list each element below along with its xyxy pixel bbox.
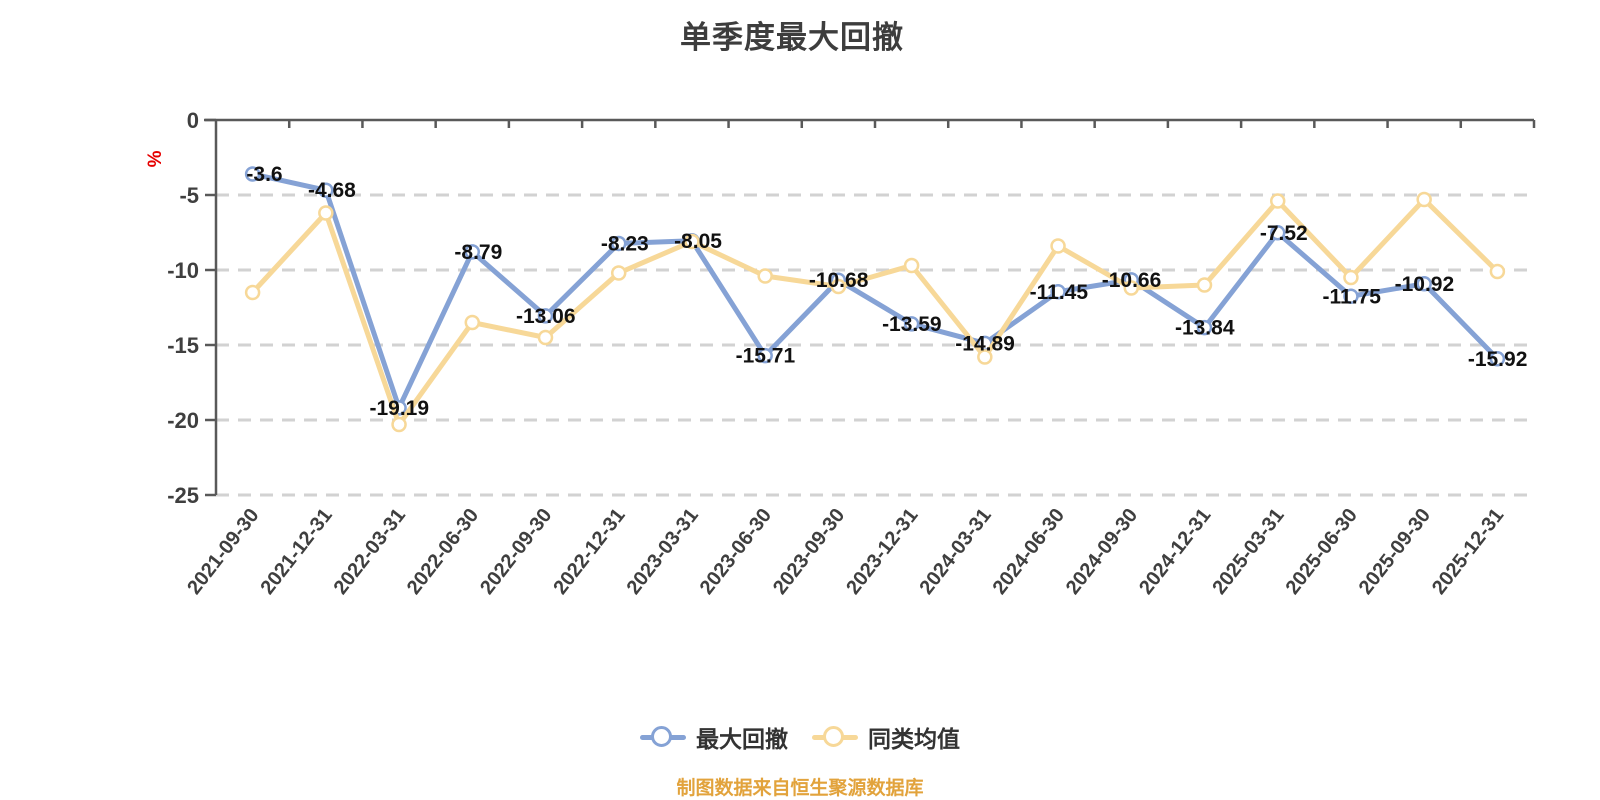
x-tick-label: 2024-06-30: [989, 505, 1069, 599]
legend: 最大回撤 同类均值: [0, 720, 1600, 754]
y-tick-label: -15: [167, 333, 199, 358]
data-point-label: -3.6: [246, 163, 282, 186]
x-tick-label: 2025-09-30: [1355, 505, 1435, 599]
data-point-label: -13.06: [516, 305, 576, 328]
data-point-label: -14.89: [955, 332, 1015, 355]
line-marker-icon: [812, 725, 858, 749]
data-point[interactable]: [537, 308, 554, 324]
data-point[interactable]: [464, 314, 481, 331]
x-tick-label: 2022-06-30: [403, 505, 483, 599]
data-point[interactable]: [318, 205, 334, 221]
data-point[interactable]: [977, 349, 993, 365]
data-point[interactable]: [1343, 269, 1359, 286]
data-point[interactable]: [1416, 191, 1432, 208]
data-point[interactable]: [1050, 238, 1066, 254]
x-tick-label: 2023-06-30: [696, 505, 776, 599]
x-tick-label: 2022-03-31: [330, 505, 410, 599]
data-point-label: -10.92: [1395, 273, 1455, 296]
data-point-label: -11.45: [1030, 281, 1089, 304]
data-point[interactable]: [391, 416, 407, 433]
x-tick-label: 2023-03-31: [623, 505, 703, 599]
data-point[interactable]: [830, 278, 847, 295]
y-tick-label: 0: [187, 108, 199, 133]
legend-item-max-drawdown[interactable]: 最大回撤: [640, 720, 788, 754]
data-point[interactable]: [1196, 277, 1213, 293]
x-tick-label: 2023-12-31: [842, 505, 922, 599]
data-point-label: -8.79: [454, 241, 502, 264]
x-tick-label: 2023-09-30: [769, 505, 849, 599]
data-point[interactable]: [1269, 225, 1286, 241]
data-point[interactable]: [1050, 284, 1066, 300]
x-tick-label: 2021-12-31: [256, 505, 336, 599]
series-0-line: [250, 171, 1500, 411]
y-tick-label: -20: [167, 408, 199, 433]
data-point[interactable]: [903, 316, 920, 332]
data-point-label: -8.05: [674, 230, 722, 253]
data-point[interactable]: [610, 265, 627, 281]
data-point-label: -8.23: [601, 232, 649, 255]
legend-item-category-average[interactable]: 同类均值: [812, 720, 960, 754]
data-point[interactable]: [1489, 263, 1506, 280]
data-point[interactable]: [684, 233, 700, 250]
x-tick-label: 2025-06-30: [1282, 505, 1362, 599]
y-tick-label: -25: [167, 483, 199, 508]
x-tick-label: 2022-12-31: [549, 505, 629, 599]
series-1-line: [250, 197, 1500, 427]
data-point[interactable]: [1269, 193, 1286, 209]
data-point[interactable]: [318, 182, 334, 198]
data-point[interactable]: [244, 166, 261, 182]
data-point[interactable]: [537, 329, 554, 346]
x-tick-label: 2024-12-31: [1135, 505, 1215, 599]
data-point[interactable]: [1416, 276, 1432, 292]
data-point[interactable]: [1196, 319, 1213, 336]
data-point-label: -19.19: [370, 397, 430, 420]
data-source-note: 制图数据来自恒生聚源数据库: [676, 778, 924, 799]
data-point-label: -10.66: [1102, 269, 1162, 292]
data-point[interactable]: [903, 257, 920, 274]
data-point[interactable]: [1123, 280, 1140, 296]
data-point-label: -7.52: [1260, 222, 1308, 245]
data-point-label: -13.84: [1175, 317, 1235, 340]
data-point-label: -11.75: [1323, 285, 1382, 308]
x-tick-label: 2025-03-31: [1208, 505, 1288, 599]
line-marker-icon: [640, 725, 686, 749]
x-tick-label: 2024-09-30: [1062, 505, 1142, 599]
data-point[interactable]: [244, 284, 261, 301]
data-point-label: -15.92: [1468, 348, 1528, 371]
chart-title: 单季度最大回撤: [680, 20, 904, 55]
data-point[interactable]: [1343, 288, 1359, 304]
data-point-label: -10.68: [809, 269, 869, 292]
data-point-label: -13.59: [882, 313, 942, 336]
data-point[interactable]: [757, 347, 773, 364]
x-tick-label: 2025-12-31: [1428, 505, 1508, 599]
x-tick-label: 2021-09-30: [183, 505, 263, 599]
legend-label-max-drawdown: 最大回撤: [696, 726, 788, 752]
data-point[interactable]: [610, 235, 627, 252]
y-tick-label: -10: [167, 258, 199, 283]
data-point-label: -15.71: [736, 345, 796, 368]
data-point-label: -4.68: [308, 179, 356, 202]
data-point[interactable]: [464, 244, 481, 260]
data-point[interactable]: [1489, 351, 1506, 367]
legend-label-category-average: 同类均值: [868, 726, 960, 752]
data-point[interactable]: [757, 268, 773, 284]
x-tick-label: 2024-03-31: [915, 505, 995, 599]
x-tick-label: 2022-09-30: [476, 505, 556, 599]
y-tick-label: -5: [179, 183, 199, 208]
